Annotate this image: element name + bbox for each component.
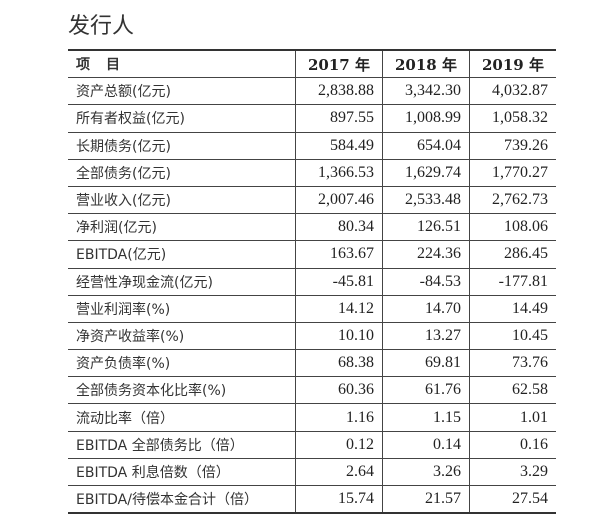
cell-value: 73.76 bbox=[469, 349, 556, 377]
cell-value: 15.74 bbox=[295, 485, 383, 514]
cell-value: 14.70 bbox=[382, 294, 470, 323]
cell-value: 2,007.46 bbox=[295, 185, 383, 214]
cell-value: 1.15 bbox=[382, 403, 470, 432]
cell-value: 584.49 bbox=[295, 131, 383, 160]
cell-value: 1,770.27 bbox=[469, 158, 556, 187]
header-2017: 2017 年 bbox=[295, 49, 383, 78]
table-row: 净资产收益率(%) 10.10 13.27 10.45 bbox=[68, 321, 556, 350]
row-label: 经营性净现金流(亿元) bbox=[68, 267, 296, 296]
table-row: 资产负债率(%) 68.38 69.81 73.76 bbox=[68, 349, 556, 377]
cell-value: 897.55 bbox=[295, 104, 383, 133]
table-row: 营业利润率(%) 14.12 14.70 14.49 bbox=[68, 294, 556, 323]
cell-value: 3,342.30 bbox=[382, 77, 470, 105]
table-row: 营业收入(亿元) 2,007.46 2,533.48 2,762.73 bbox=[68, 185, 556, 214]
header-2019: 2019 年 bbox=[469, 49, 556, 78]
row-label: EBITDA(亿元) bbox=[68, 240, 296, 268]
cell-value: 286.45 bbox=[469, 240, 556, 268]
table-header-row: 项 目 2017 年 2018 年 2019 年 bbox=[68, 49, 556, 78]
cell-value: 739.26 bbox=[469, 131, 556, 160]
row-label: 资产负债率(%) bbox=[68, 349, 296, 377]
cell-value: -45.81 bbox=[295, 267, 383, 296]
row-label: 全部债务(亿元) bbox=[68, 158, 296, 187]
cell-value: 0.14 bbox=[382, 430, 470, 459]
row-label: 全部债务资本化比率(%) bbox=[68, 376, 296, 404]
row-label: 营业收入(亿元) bbox=[68, 185, 296, 214]
cell-value: 3.29 bbox=[469, 457, 556, 486]
table-row: EBITDA 利息倍数（倍） 2.64 3.26 3.29 bbox=[68, 457, 556, 486]
header-item: 项 目 bbox=[68, 49, 296, 78]
cell-value: 2,838.88 bbox=[295, 77, 383, 105]
cell-value: 108.06 bbox=[469, 213, 556, 241]
row-label: 流动比率（倍） bbox=[68, 403, 296, 432]
cell-value: 10.45 bbox=[469, 321, 556, 350]
cell-value: 68.38 bbox=[295, 349, 383, 377]
cell-value: 14.12 bbox=[295, 294, 383, 323]
cell-value: 10.10 bbox=[295, 321, 383, 350]
table-row: 净利润(亿元) 80.34 126.51 108.06 bbox=[68, 213, 556, 241]
cell-value: 80.34 bbox=[295, 213, 383, 241]
table-row: 流动比率（倍） 1.16 1.15 1.01 bbox=[68, 403, 556, 432]
cell-value: 1.16 bbox=[295, 403, 383, 432]
table-row: EBITDA(亿元) 163.67 224.36 286.45 bbox=[68, 240, 556, 268]
cell-value: 60.36 bbox=[295, 376, 383, 404]
cell-value: 0.16 bbox=[469, 430, 556, 459]
row-label: 所有者权益(亿元) bbox=[68, 104, 296, 133]
table-row: 全部债务资本化比率(%) 60.36 61.76 62.58 bbox=[68, 376, 556, 404]
header-2018: 2018 年 bbox=[382, 49, 470, 78]
cell-value: 13.27 bbox=[382, 321, 470, 350]
row-label: EBITDA/待偿本金合计（倍） bbox=[68, 485, 296, 514]
cell-value: 1,008.99 bbox=[382, 104, 470, 133]
row-label: 资产总额(亿元) bbox=[68, 77, 296, 105]
cell-value: 4,032.87 bbox=[469, 77, 556, 105]
cell-value: 0.12 bbox=[295, 430, 383, 459]
cell-value: 1,366.53 bbox=[295, 158, 383, 187]
cell-value: 61.76 bbox=[382, 376, 470, 404]
table-row: 经营性净现金流(亿元) -45.81 -84.53 -177.81 bbox=[68, 267, 556, 296]
cell-value: 1.01 bbox=[469, 403, 556, 432]
table-row: 所有者权益(亿元) 897.55 1,008.99 1,058.32 bbox=[68, 104, 556, 133]
table-row: EBITDA 全部债务比（倍） 0.12 0.14 0.16 bbox=[68, 430, 556, 459]
table-row: 资产总额(亿元) 2,838.88 3,342.30 4,032.87 bbox=[68, 77, 556, 105]
cell-value: 2,762.73 bbox=[469, 185, 556, 214]
cell-value: 3.26 bbox=[382, 457, 470, 486]
row-label: 净资产收益率(%) bbox=[68, 321, 296, 350]
table-row: 长期债务(亿元) 584.49 654.04 739.26 bbox=[68, 131, 556, 160]
cell-value: 1,629.74 bbox=[382, 158, 470, 187]
cell-value: 14.49 bbox=[469, 294, 556, 323]
cell-value: 27.54 bbox=[469, 485, 556, 514]
row-label: EBITDA 全部债务比（倍） bbox=[68, 430, 296, 459]
table-row: EBITDA/待偿本金合计（倍） 15.74 21.57 27.54 bbox=[68, 485, 556, 514]
table-row: 全部债务(亿元) 1,366.53 1,629.74 1,770.27 bbox=[68, 158, 556, 187]
cell-value: 21.57 bbox=[382, 485, 470, 514]
row-label: 营业利润率(%) bbox=[68, 294, 296, 323]
cell-value: 1,058.32 bbox=[469, 104, 556, 133]
row-label: EBITDA 利息倍数（倍） bbox=[68, 457, 296, 486]
row-label: 净利润(亿元) bbox=[68, 213, 296, 241]
cell-value: 2.64 bbox=[295, 457, 383, 486]
cell-value: 62.58 bbox=[469, 376, 556, 404]
cell-value: 69.81 bbox=[382, 349, 470, 377]
cell-value: -177.81 bbox=[469, 267, 556, 296]
section-title: 发行人 bbox=[68, 14, 135, 39]
financial-indicators-table: 项 目 2017 年 2018 年 2019 年 资产总额(亿元) 2,838.8… bbox=[68, 49, 556, 515]
row-label: 长期债务(亿元) bbox=[68, 131, 296, 160]
cell-value: 224.36 bbox=[382, 240, 470, 268]
cell-value: -84.53 bbox=[382, 267, 470, 296]
cell-value: 126.51 bbox=[382, 213, 470, 241]
cell-value: 163.67 bbox=[295, 240, 383, 268]
cell-value: 2,533.48 bbox=[382, 185, 470, 214]
cell-value: 654.04 bbox=[382, 131, 470, 160]
